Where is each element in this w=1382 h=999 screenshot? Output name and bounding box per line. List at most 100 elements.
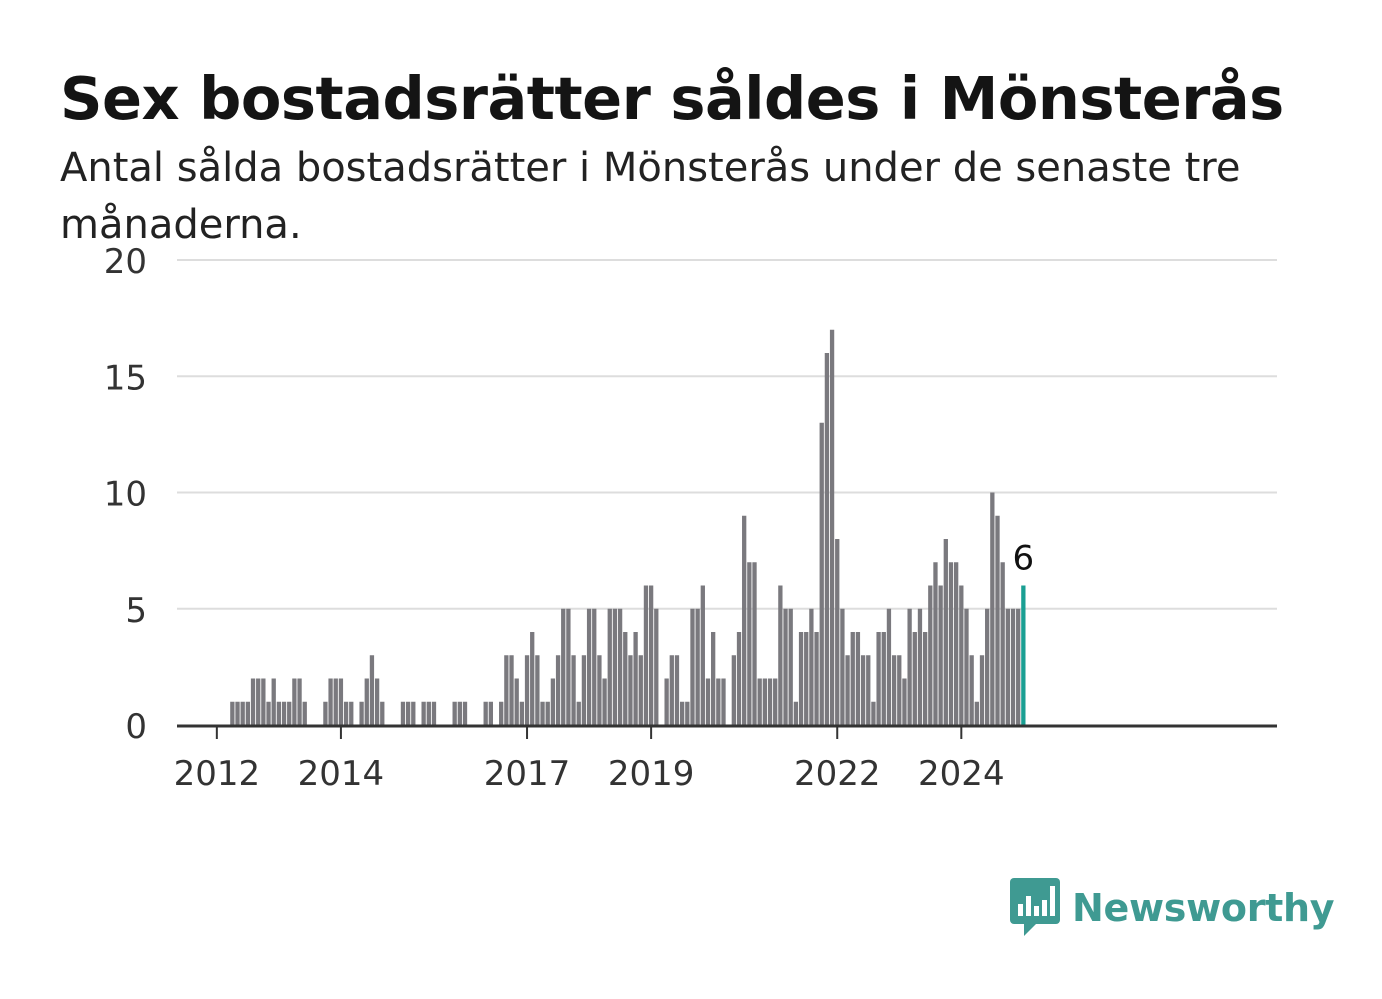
bar (669, 655, 674, 725)
bar (535, 655, 540, 725)
bar (328, 678, 333, 725)
bar (509, 655, 514, 725)
bar (240, 701, 245, 725)
bar (607, 608, 612, 725)
bar (405, 701, 411, 725)
grid-lines (177, 259, 1277, 610)
y-tick-label: 0 (125, 707, 147, 747)
bar (1000, 562, 1005, 725)
bar (566, 608, 571, 725)
bar (488, 701, 493, 725)
bar (623, 632, 628, 725)
bar (581, 655, 587, 725)
bar (245, 701, 251, 725)
bar (964, 608, 969, 725)
bar (860, 655, 866, 725)
bar (979, 655, 985, 725)
bar (845, 655, 850, 725)
bar (302, 701, 307, 725)
bar (752, 562, 757, 725)
bar (519, 701, 525, 725)
bar (457, 701, 462, 725)
bar (922, 632, 928, 725)
bar (767, 678, 773, 725)
bar (948, 562, 954, 725)
bar (954, 562, 959, 725)
bar (524, 655, 530, 725)
bar (612, 608, 618, 725)
bar (705, 678, 711, 725)
bar (338, 678, 344, 725)
bar (793, 701, 799, 725)
bar (369, 655, 375, 725)
bar (912, 632, 917, 725)
x-tick-label: 2024 (918, 754, 1005, 794)
bar (555, 655, 561, 725)
bar (530, 632, 535, 725)
bar (995, 515, 1000, 725)
bar (855, 632, 861, 725)
y-tick-label: 10 (104, 475, 147, 515)
bar (933, 562, 938, 725)
bar (323, 701, 328, 725)
bar (871, 701, 876, 725)
bar (679, 701, 685, 725)
bar (643, 585, 649, 725)
bar (617, 608, 623, 725)
bar (483, 701, 488, 725)
bar (380, 701, 385, 725)
bar (1010, 608, 1016, 725)
bar (561, 608, 566, 725)
x-tick-label: 2012 (174, 754, 261, 794)
bar (788, 608, 793, 725)
bar (540, 701, 545, 725)
bar (674, 655, 680, 725)
bar (907, 608, 912, 725)
bar (917, 608, 923, 725)
chart-title: Sex bostadsrätter såldes i Mönsterås (60, 64, 1284, 133)
x-axis (177, 724, 1277, 739)
bar (628, 655, 633, 725)
bar (633, 632, 638, 725)
bar (431, 701, 437, 725)
bar (343, 701, 349, 725)
bar (297, 678, 302, 725)
bar (928, 585, 933, 725)
bar (1016, 608, 1021, 725)
y-tick-label: 20 (104, 242, 147, 282)
bar (597, 655, 602, 725)
bar (256, 678, 261, 725)
bar (824, 353, 830, 725)
x-tick-label: 2022 (794, 754, 881, 794)
bar (876, 632, 881, 725)
x-tick-label: 2019 (608, 754, 695, 794)
bar (804, 632, 809, 725)
data-labels: 6 (1013, 539, 1035, 579)
bar (586, 608, 592, 725)
bar (695, 608, 700, 725)
bars (230, 329, 1026, 725)
highlight-bar (1021, 585, 1026, 725)
bar (866, 655, 871, 725)
data-label-latest: 6 (1013, 539, 1035, 579)
bar (757, 678, 762, 725)
bar (592, 608, 597, 725)
bar (230, 701, 235, 725)
bar (778, 585, 783, 725)
brand-name: Newsworthy (1072, 886, 1335, 930)
bar (736, 632, 742, 725)
bar (400, 701, 406, 725)
x-axis-tick-labels: 2012 2014 2017 2019 2022 2024 (174, 754, 1005, 794)
bar (499, 701, 504, 725)
bar (891, 655, 897, 725)
x-tick-label: 2014 (298, 754, 385, 794)
bar (835, 539, 840, 725)
bar (716, 678, 721, 725)
bar (452, 701, 457, 725)
bar (943, 539, 948, 725)
bar (276, 701, 282, 725)
bar (690, 608, 695, 725)
bar (773, 678, 778, 725)
bar (576, 701, 581, 725)
